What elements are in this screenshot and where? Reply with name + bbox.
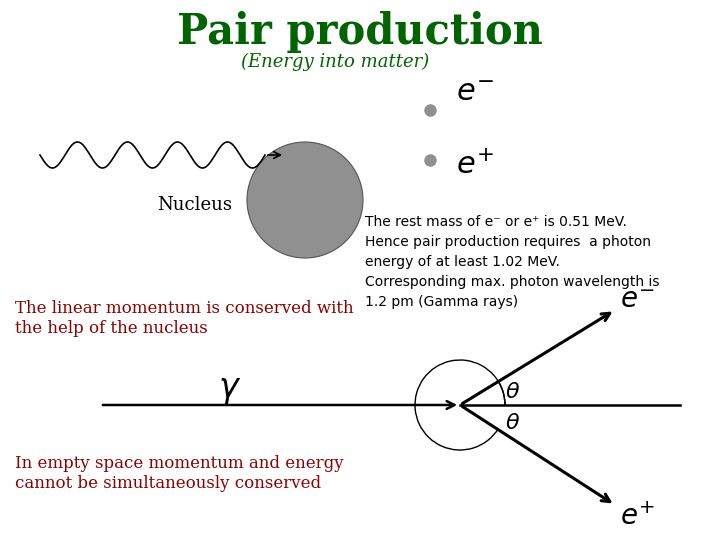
Text: $e^{-}$: $e^{-}$ [620,287,654,314]
Text: $e^{+}$: $e^{+}$ [456,150,494,180]
Text: (Energy into matter): (Energy into matter) [241,53,429,71]
Text: $e^{+}$: $e^{+}$ [620,503,654,531]
Text: The rest mass of e⁻ or e⁺ is 0.51 MeV.
Hence pair production requires  a photon
: The rest mass of e⁻ or e⁺ is 0.51 MeV. H… [365,215,660,309]
Text: Pair production: Pair production [177,11,543,53]
Text: $\theta$: $\theta$ [505,411,521,434]
Text: In empty space momentum and energy
cannot be simultaneously conserved: In empty space momentum and energy canno… [15,455,343,491]
Text: $\theta$: $\theta$ [505,381,521,403]
Text: Nucleus: Nucleus [158,196,233,214]
Circle shape [247,142,363,258]
Text: $e^{-}$: $e^{-}$ [456,77,494,107]
Text: $\gamma$: $\gamma$ [218,374,242,406]
Text: The linear momentum is conserved with
the help of the nucleus: The linear momentum is conserved with th… [15,300,354,336]
